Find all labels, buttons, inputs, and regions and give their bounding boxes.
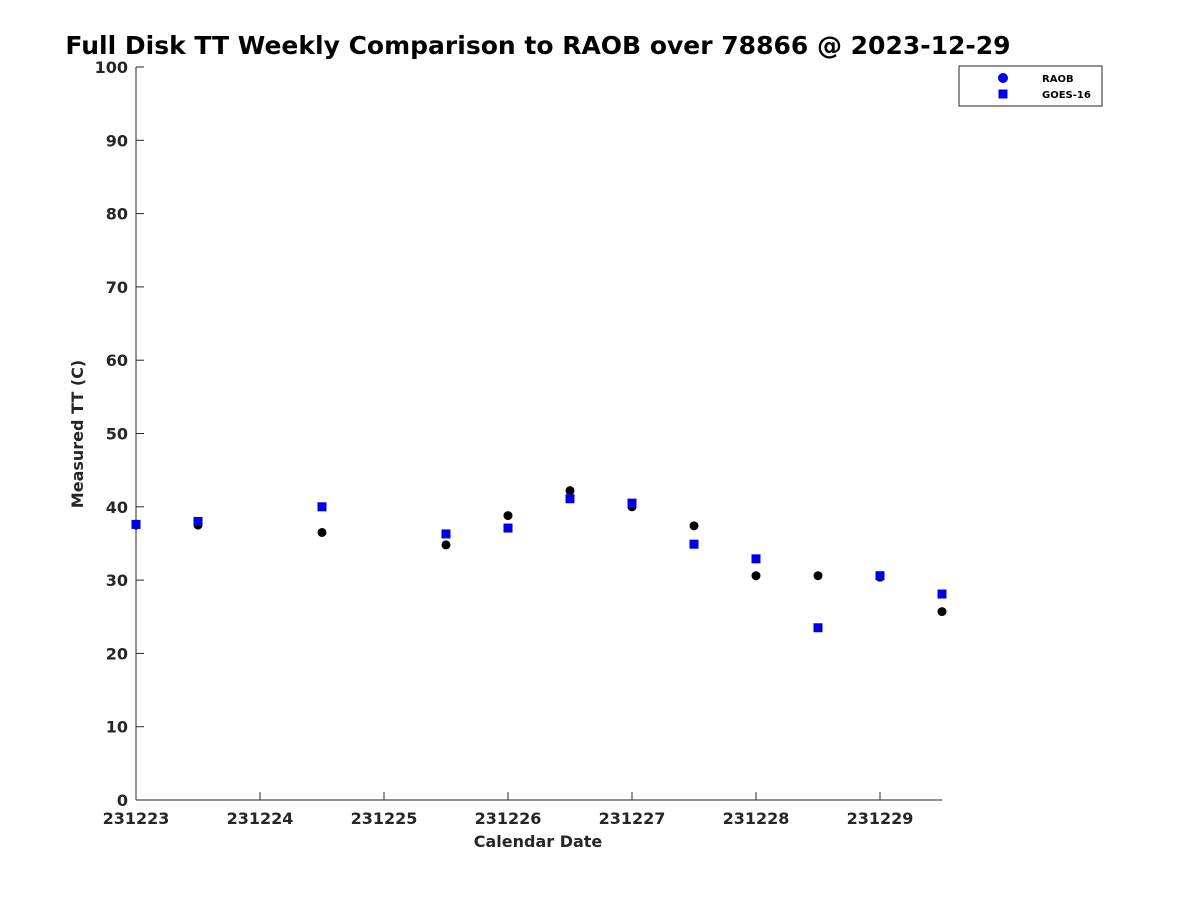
chart-title: Full Disk TT Weekly Comparison to RAOB o… (65, 31, 1010, 60)
x-tick-label: 231229 (847, 809, 914, 828)
x-tick-label: 231226 (475, 809, 542, 828)
x-axis-ticks: 231223 231224 231225 231226 231227 231228 2312… (103, 792, 914, 828)
data-point (441, 529, 451, 539)
y-tick-label: 60 (106, 351, 128, 370)
data-point (813, 571, 823, 581)
data-point (131, 519, 141, 529)
y-tick-label: 90 (106, 131, 128, 150)
y-tick-label: 10 (106, 718, 128, 737)
data-point (503, 511, 513, 521)
y-axis-ticks: 0 10 20 30 40 50 60 70 80 90 100 (95, 58, 144, 810)
legend-items: RAOB GOES-16 (998, 73, 1091, 101)
data-point (813, 623, 823, 633)
data-point (317, 502, 327, 512)
x-tick-label: 231223 (103, 809, 170, 828)
y-tick-label: 100 (95, 58, 128, 77)
y-axis-label: Measured TT (C) (68, 360, 87, 508)
data-point (875, 571, 885, 581)
series-goes-16 (131, 494, 947, 633)
data-point (751, 554, 761, 564)
data-point (565, 494, 575, 504)
data-point (751, 571, 761, 581)
legend-marker (998, 89, 1008, 99)
x-tick-label: 231228 (723, 809, 790, 828)
data-point (689, 539, 699, 549)
data-point (627, 498, 637, 508)
y-tick-label: 50 (106, 425, 128, 444)
legend-label: GOES-16 (1042, 90, 1091, 101)
data-point (937, 607, 947, 617)
x-tick-label: 231224 (227, 809, 294, 828)
legend: RAOB GOES-16 (958, 65, 1103, 107)
y-tick-label: 20 (106, 644, 128, 663)
plot-area (135, 67, 942, 801)
data-point (937, 589, 947, 599)
x-tick-label: 231225 (351, 809, 418, 828)
y-tick-label: 0 (117, 791, 128, 810)
data-series (131, 486, 947, 633)
legend-marker (998, 73, 1008, 83)
x-axis-label: Calendar Date (474, 832, 603, 851)
y-tick-label: 40 (106, 498, 128, 517)
data-point (503, 523, 513, 533)
data-point (441, 540, 451, 550)
legend-label: RAOB (1042, 74, 1074, 85)
data-point (193, 516, 203, 526)
x-tick-label: 231227 (599, 809, 666, 828)
data-point (689, 521, 699, 531)
y-tick-label: 80 (106, 205, 128, 224)
y-tick-label: 30 (106, 571, 128, 590)
data-point (565, 486, 575, 496)
series-raob (131, 486, 947, 617)
y-tick-label: 70 (106, 278, 128, 297)
legend-box (958, 65, 1103, 107)
data-point (317, 527, 327, 537)
